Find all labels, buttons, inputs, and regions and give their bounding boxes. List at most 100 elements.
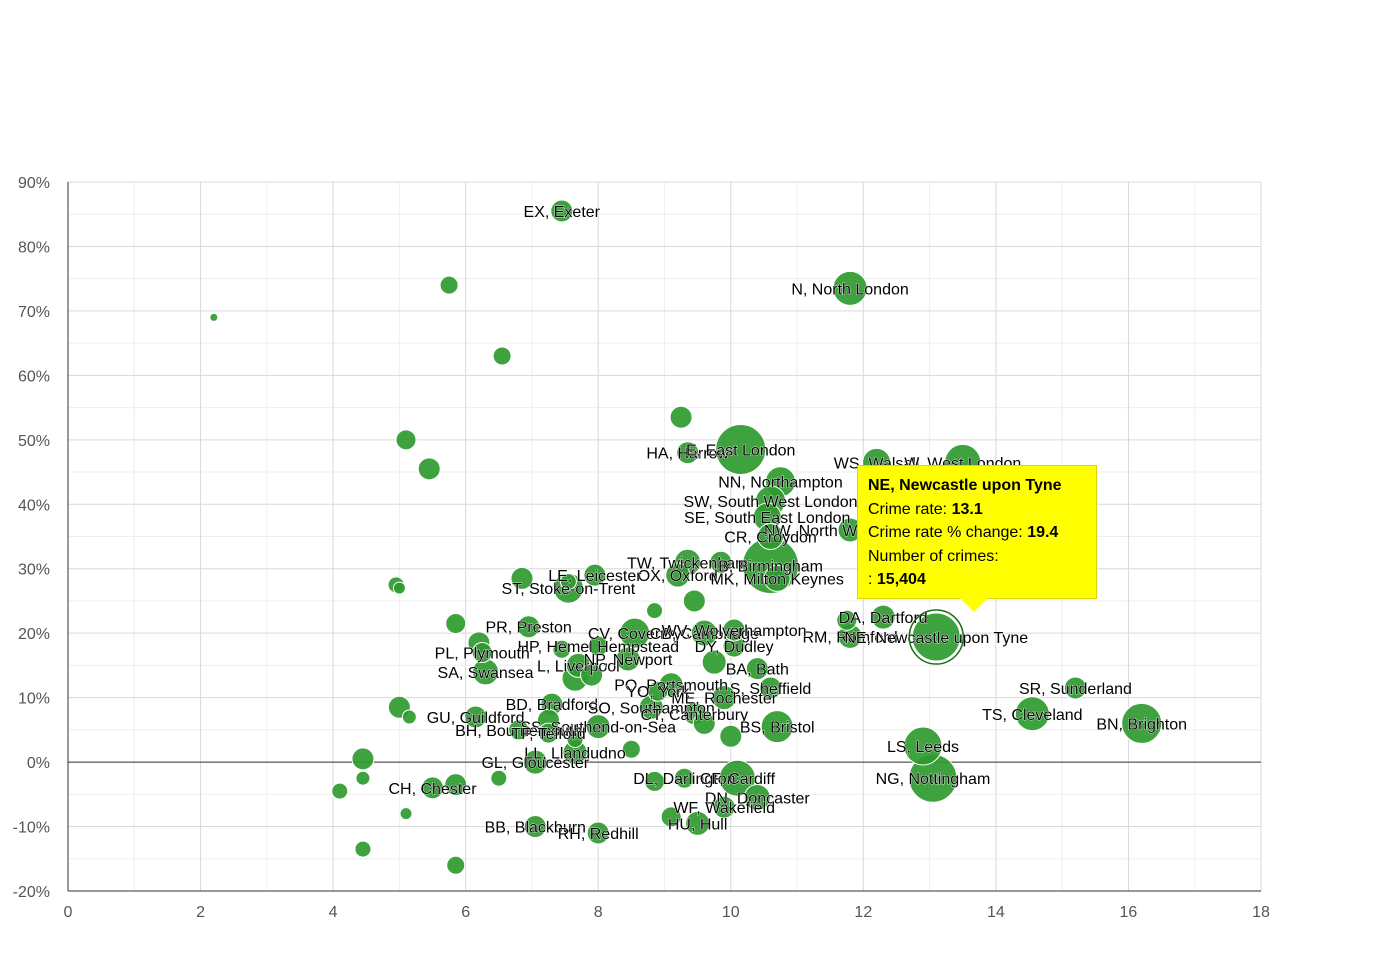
y-tick-label: 40% (18, 497, 50, 514)
x-tick-label: 4 (329, 904, 338, 921)
bubble-label: CB, Cambridge (650, 626, 759, 643)
data-bubble (711, 685, 737, 711)
y-tick-label: 0% (27, 755, 50, 772)
data-bubble (464, 705, 488, 729)
bubble-label: L, Liverpool (537, 658, 620, 675)
data-bubble (759, 676, 783, 700)
y-tick-label: -20% (13, 884, 50, 901)
data-bubble (757, 523, 785, 550)
data-bubble (682, 589, 706, 613)
data-bubble (836, 609, 858, 631)
bubble-label: MK, Milton Keynes (710, 571, 843, 588)
bubble-label: CV, Coventry (588, 626, 682, 643)
data-bubble (510, 566, 534, 590)
data-bubble (692, 711, 716, 735)
data-bubble (538, 722, 560, 744)
y-tick-label: 20% (18, 626, 50, 643)
bubble-label: BD, Bradford (506, 697, 598, 714)
bubble-label: YO, York (626, 684, 690, 701)
x-tick-label: 0 (64, 904, 73, 921)
data-bubble (331, 782, 349, 800)
bubble-label: HU, Hull (668, 816, 728, 833)
bubble-label: WF, Wakefield (673, 800, 775, 817)
x-tick-label: 10 (722, 904, 740, 921)
data-bubble (1014, 696, 1050, 732)
data-bubble (832, 270, 868, 306)
tooltip-count-label: Number of crimes: (868, 547, 999, 565)
data-bubble (552, 639, 572, 659)
bubble-label: SR, Sunderland (1019, 681, 1132, 698)
data-bubble (1063, 676, 1087, 700)
data-bubble (760, 710, 794, 744)
data-bubble (660, 806, 682, 828)
tooltip-change-label: Crime rate % change: (868, 524, 1023, 541)
data-bubble (685, 810, 711, 836)
data-bubble (401, 709, 417, 725)
x-tick-label: 2 (196, 904, 205, 921)
y-tick-label: 60% (18, 368, 50, 385)
x-tick-label: 6 (461, 904, 470, 921)
bubble-label: B, Birmingham (718, 559, 823, 576)
data-bubble (439, 275, 459, 295)
data-bubble (718, 759, 756, 797)
data-bubble (712, 795, 736, 819)
x-tick-label: 12 (854, 904, 872, 921)
tooltip-rate-label: Crime rate: (868, 500, 948, 518)
bubble-label: CF, Cardiff (700, 771, 776, 788)
data-bubble (690, 619, 718, 647)
data-bubble (870, 604, 896, 630)
tooltip-count-value: 15,404 (876, 571, 926, 588)
tooltip-title: NE, Newcastle upon Tyne (868, 477, 1062, 494)
bubble-label: BB, Blackburn (485, 820, 586, 837)
tooltip-count-prefix: : (868, 571, 873, 588)
data-bubble (743, 784, 771, 812)
bubble-label: LE, Leicester (548, 568, 642, 585)
data-bubble (550, 199, 574, 223)
bubble-label: LS, Leeds (887, 739, 959, 756)
data-bubble (395, 429, 417, 451)
y-tick-label: 70% (18, 304, 50, 321)
y-tick-label: 30% (18, 562, 50, 579)
data-bubble (492, 346, 512, 366)
x-tick-label: 8 (594, 904, 603, 921)
tooltip-count-row: : 15,404 (868, 568, 1086, 592)
data-bubble (508, 719, 530, 741)
data-bubble (446, 855, 466, 875)
bubble-label: TW, Twickenham (627, 555, 749, 572)
x-tick-label: 14 (987, 904, 1005, 921)
data-bubble (763, 564, 791, 592)
bubble-label: CR, Croydon (724, 530, 816, 547)
data-bubble (580, 663, 604, 687)
data-bubble (722, 618, 746, 642)
data-bubble (1121, 702, 1163, 744)
tooltip-rate-value: 13.1 (951, 500, 983, 518)
bubble-label: DY, Dudley (695, 639, 774, 656)
data-bubble (646, 602, 664, 620)
bubble-label: TF, Telford (511, 726, 585, 743)
bubble-label: SE, South East London (684, 510, 850, 527)
data-bubble (355, 770, 371, 786)
data-bubble (647, 680, 669, 702)
data-bubble (522, 749, 548, 775)
minor-gridlines (68, 182, 1261, 891)
bubble-label: OX, Oxford (638, 568, 718, 585)
data-bubble (421, 776, 445, 800)
data-bubble (715, 423, 767, 475)
data-bubble (354, 840, 372, 858)
bubble-label: DA, Dartford (839, 610, 928, 627)
bubble-label: ST, Stoke-on-Trent (502, 581, 636, 598)
tooltip-pointer (960, 598, 988, 612)
bubbles (209, 199, 1163, 875)
data-bubble (673, 767, 695, 789)
tooltip-change-value: 19.4 (1027, 524, 1059, 541)
bubble-label: S, Sheffield (730, 681, 812, 698)
x-axis-tick-labels: 0 2 4 6 8 10 12 14 16 18 (64, 904, 1270, 921)
y-tick-label: -10% (13, 820, 50, 837)
highlighted-bubble (908, 609, 964, 665)
data-bubble (392, 581, 406, 595)
y-axis-tick-labels: -20% -10% 0% 10% 20% 30% 40% 50% 60% 70% 80% 90% (13, 175, 50, 901)
bubble-label: SA, Swansea (438, 665, 534, 682)
data-bubble (669, 405, 693, 429)
